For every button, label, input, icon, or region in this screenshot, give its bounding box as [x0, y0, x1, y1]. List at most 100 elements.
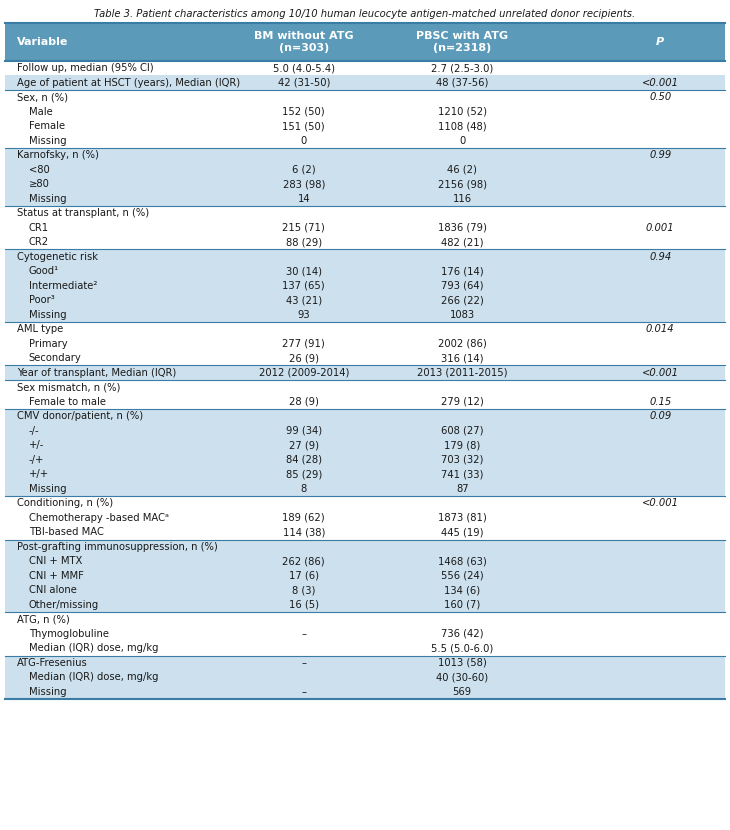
- Text: 1210 (52): 1210 (52): [438, 107, 487, 117]
- Text: 46 (2): 46 (2): [447, 164, 477, 175]
- Text: 114 (38): 114 (38): [283, 527, 325, 537]
- Bar: [5, 351, 725, 365]
- Bar: [5, 177, 725, 192]
- Bar: [5, 452, 725, 467]
- Text: 17 (6): 17 (6): [289, 571, 319, 581]
- Text: 116: 116: [453, 193, 472, 203]
- Text: Year of transplant, Median (IQR): Year of transplant, Median (IQR): [17, 368, 176, 378]
- Bar: [5, 554, 725, 569]
- Bar: [5, 656, 725, 670]
- Text: 151 (50): 151 (50): [283, 121, 325, 131]
- Text: <0.001: <0.001: [642, 368, 679, 378]
- Text: 1108 (48): 1108 (48): [438, 121, 486, 131]
- Text: Sex, n (%): Sex, n (%): [17, 92, 68, 102]
- Text: 85 (29): 85 (29): [285, 469, 322, 479]
- Text: 14: 14: [298, 193, 310, 203]
- Text: Variable: Variable: [17, 37, 68, 47]
- Text: 1083: 1083: [450, 310, 474, 320]
- Bar: [5, 394, 725, 409]
- Text: 0.99: 0.99: [649, 150, 672, 160]
- Bar: [5, 163, 725, 177]
- Text: 793 (64): 793 (64): [441, 281, 483, 290]
- Text: Follow up, median (95% CI): Follow up, median (95% CI): [17, 63, 153, 73]
- Bar: [5, 235, 725, 250]
- Bar: [5, 322, 725, 336]
- Text: 26 (9): 26 (9): [289, 354, 319, 364]
- Text: –: –: [301, 686, 307, 696]
- Text: 569: 569: [453, 686, 472, 696]
- Bar: [5, 438, 725, 452]
- Bar: [5, 134, 725, 148]
- Text: 42 (31-50): 42 (31-50): [277, 78, 330, 88]
- Text: 8 (3): 8 (3): [292, 585, 315, 595]
- Text: Missing: Missing: [28, 484, 66, 494]
- Bar: [5, 336, 725, 351]
- Text: TBI-based MAC: TBI-based MAC: [28, 527, 104, 537]
- Text: 176 (14): 176 (14): [441, 266, 483, 276]
- Text: 2156 (98): 2156 (98): [438, 179, 487, 189]
- Bar: [5, 583, 725, 598]
- Bar: [5, 598, 725, 612]
- Text: 277 (91): 277 (91): [283, 339, 325, 349]
- Bar: [5, 221, 725, 235]
- Text: 87: 87: [456, 484, 469, 494]
- Text: Intermediate²: Intermediate²: [28, 281, 97, 290]
- Bar: [5, 641, 725, 656]
- Text: 2002 (86): 2002 (86): [438, 339, 487, 349]
- Text: 99 (34): 99 (34): [285, 426, 322, 436]
- Text: 30 (14): 30 (14): [286, 266, 322, 276]
- Text: 16 (5): 16 (5): [289, 600, 319, 610]
- Text: 189 (62): 189 (62): [283, 513, 325, 523]
- Text: <0.001: <0.001: [642, 78, 679, 88]
- Text: CNI + MMF: CNI + MMF: [28, 571, 83, 581]
- Text: 1836 (79): 1836 (79): [438, 222, 487, 232]
- Text: Missing: Missing: [28, 310, 66, 320]
- Text: 8: 8: [301, 484, 307, 494]
- Text: 40 (30-60): 40 (30-60): [436, 672, 488, 682]
- Text: 179 (8): 179 (8): [444, 440, 480, 450]
- Text: Other/missing: Other/missing: [28, 600, 99, 610]
- Text: Missing: Missing: [28, 193, 66, 203]
- Text: Female: Female: [28, 121, 65, 131]
- Text: Table 3. Patient characteristics among 10/10 human leucocyte antigen-matched unr: Table 3. Patient characteristics among 1…: [94, 9, 636, 19]
- Bar: [5, 540, 725, 554]
- Text: PBSC with ATG
(n=2318): PBSC with ATG (n=2318): [416, 32, 508, 53]
- Text: -/+: -/+: [28, 455, 44, 465]
- Text: Age of patient at HSCT (years), Median (IQR): Age of patient at HSCT (years), Median (…: [17, 78, 239, 88]
- Text: 316 (14): 316 (14): [441, 354, 483, 364]
- Bar: [5, 510, 725, 525]
- Text: 736 (42): 736 (42): [441, 629, 483, 639]
- Bar: [5, 61, 725, 76]
- Text: 262 (86): 262 (86): [283, 556, 325, 566]
- Bar: [5, 119, 725, 134]
- Text: +/+: +/+: [28, 469, 49, 479]
- Bar: [5, 279, 725, 293]
- Text: 608 (27): 608 (27): [441, 426, 483, 436]
- Bar: [5, 76, 725, 90]
- Text: 0: 0: [459, 136, 465, 146]
- Bar: [5, 409, 725, 423]
- Text: 137 (65): 137 (65): [283, 281, 325, 290]
- Text: ATG, n (%): ATG, n (%): [17, 614, 69, 624]
- Text: 1468 (63): 1468 (63): [438, 556, 487, 566]
- Text: 445 (19): 445 (19): [441, 527, 483, 537]
- Text: Thymoglobuline: Thymoglobuline: [28, 629, 109, 639]
- Bar: [5, 685, 725, 699]
- Text: -/-: -/-: [28, 426, 39, 436]
- Bar: [5, 264, 725, 279]
- Text: 0.15: 0.15: [649, 397, 672, 407]
- Bar: [5, 467, 725, 481]
- Text: 482 (21): 482 (21): [441, 237, 483, 247]
- Bar: [5, 569, 725, 583]
- Text: Median (IQR) dose, mg/kg: Median (IQR) dose, mg/kg: [28, 643, 158, 653]
- Text: 266 (22): 266 (22): [441, 295, 483, 305]
- Text: 152 (50): 152 (50): [283, 107, 325, 117]
- Text: CR1: CR1: [28, 222, 49, 232]
- Text: 43 (21): 43 (21): [285, 295, 322, 305]
- Text: Post-grafting immunosuppression, n (%): Post-grafting immunosuppression, n (%): [17, 542, 218, 552]
- Bar: [5, 365, 725, 380]
- Text: ≥80: ≥80: [28, 179, 50, 189]
- Text: <80: <80: [28, 164, 50, 175]
- Text: 2012 (2009-2014): 2012 (2009-2014): [258, 368, 349, 378]
- Text: 0.014: 0.014: [646, 325, 675, 334]
